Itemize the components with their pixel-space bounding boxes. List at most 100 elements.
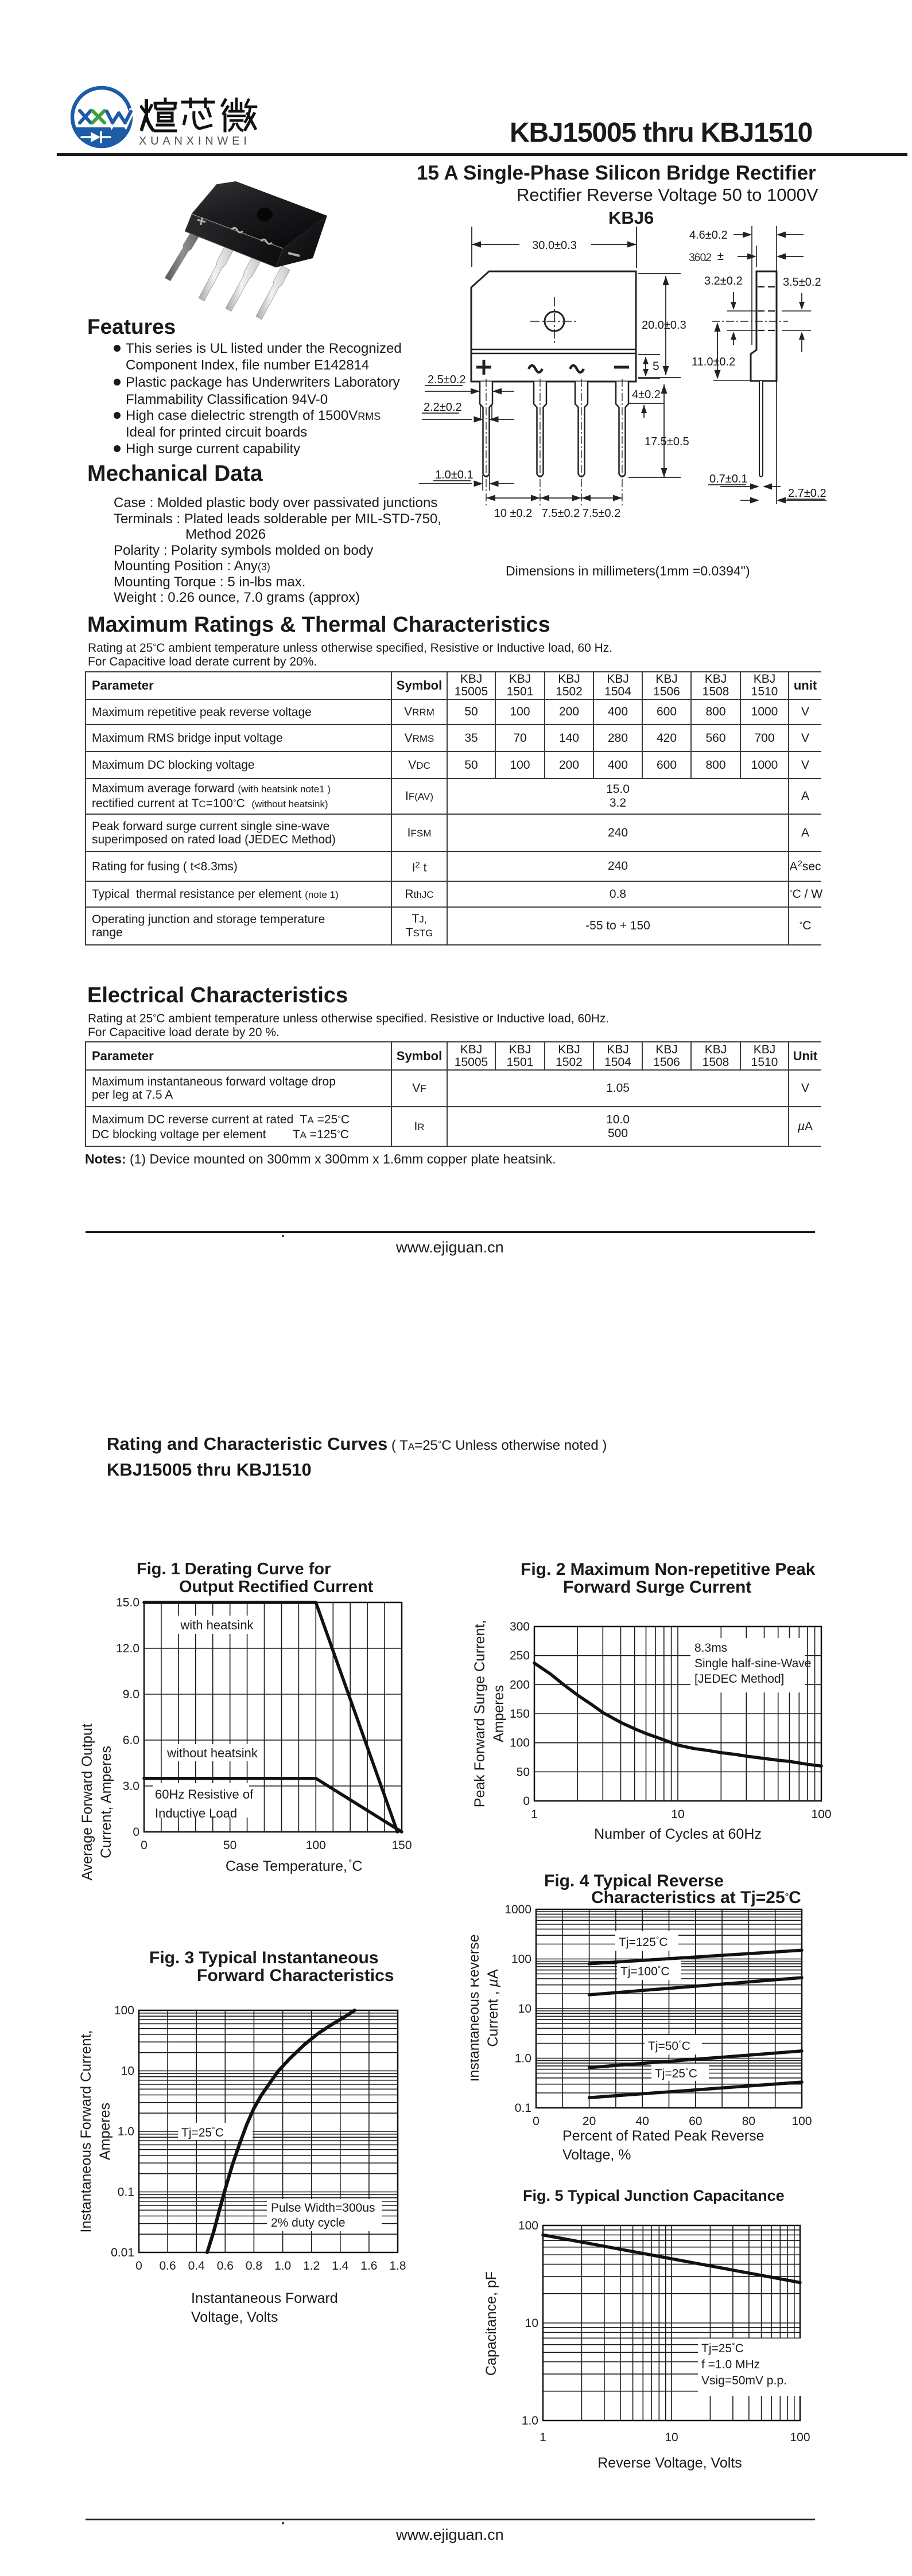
svg-text:0.6: 0.6 xyxy=(160,2259,176,2273)
svg-text:10: 10 xyxy=(671,1808,684,1821)
svg-text:Instantaneous Reverse: Instantaneous Reverse xyxy=(471,1934,482,2081)
svg-text:100: 100 xyxy=(306,1839,326,1852)
svg-text:100: 100 xyxy=(114,2004,134,2017)
svg-text:Voltage, Volts: Voltage, Volts xyxy=(191,2309,278,2325)
svg-text:0.4: 0.4 xyxy=(188,2259,205,2273)
svg-text:Number of Cycles at 60Hz: Number of Cycles at 60Hz xyxy=(594,1826,762,1842)
svg-text:Percent of Rated Peak Reverse: Percent of Rated Peak Reverse xyxy=(562,2128,764,2144)
svg-text:200: 200 xyxy=(510,1678,530,1691)
svg-text:1.4: 1.4 xyxy=(332,2259,349,2273)
svg-text:Instantaneous Forward Current,: Instantaneous Forward Current, xyxy=(80,2030,94,2233)
svg-text:Amperes: Amperes xyxy=(97,2103,113,2160)
svg-text:Current , µA: Current , µA xyxy=(485,1969,501,2047)
svg-text:1.8: 1.8 xyxy=(389,2259,406,2273)
svg-text:2% duty cycle: 2% duty cycle xyxy=(271,2216,346,2229)
svg-text:1.2: 1.2 xyxy=(303,2259,320,2273)
svg-text:Tj=125°C: Tj=125°C xyxy=(619,1935,668,1949)
svg-text:1: 1 xyxy=(531,1808,538,1821)
svg-text:Amperes: Amperes xyxy=(491,1685,507,1742)
svg-text:1.0±0.1: 1.0±0.1 xyxy=(435,469,474,481)
svg-text:20.0±0.3: 20.0±0.3 xyxy=(642,319,686,332)
svg-text:Inductive Load: Inductive Load xyxy=(155,1806,237,1820)
svg-text:0.8: 0.8 xyxy=(246,2259,262,2273)
svg-text:Tj=25°C: Tj=25°C xyxy=(181,2125,224,2139)
svg-text:0: 0 xyxy=(133,1826,139,1839)
svg-text:Capacitance, pF: Capacitance, pF xyxy=(483,2271,499,2376)
svg-text:1.0: 1.0 xyxy=(522,2414,538,2427)
svg-text:7.5±0.2: 7.5±0.2 xyxy=(583,507,621,520)
svg-text:10: 10 xyxy=(518,2002,531,2015)
svg-text:10: 10 xyxy=(121,2065,134,2078)
svg-text:Case Temperature,: Case Temperature, xyxy=(226,1858,347,1874)
svg-text:Voltage, %: Voltage, % xyxy=(562,2147,631,2163)
svg-text:20: 20 xyxy=(583,2115,596,2128)
svg-text:3.0: 3.0 xyxy=(123,1780,139,1793)
svg-text:0.1: 0.1 xyxy=(118,2186,134,2199)
svg-text:80: 80 xyxy=(742,2115,755,2128)
svg-text:Peak Forward Surge Current,: Peak Forward Surge Current, xyxy=(472,1620,488,1808)
svg-text:0.6: 0.6 xyxy=(217,2259,234,2273)
svg-text:250: 250 xyxy=(510,1649,530,1663)
svg-text:12.0: 12.0 xyxy=(116,1642,139,1655)
svg-text:60: 60 xyxy=(689,2115,702,2128)
svg-text:5: 5 xyxy=(653,360,659,373)
svg-text:Tj=100°C: Tj=100°C xyxy=(620,1964,670,1978)
svg-text:Average Forward Output: Average Forward Output xyxy=(80,1723,95,1880)
svg-text:Reverse Voltage, Volts: Reverse Voltage, Volts xyxy=(597,2455,742,2471)
svg-text:Tj=25°C: Tj=25°C xyxy=(701,2341,744,2355)
svg-text:100: 100 xyxy=(791,2115,812,2128)
svg-text:50: 50 xyxy=(517,1765,530,1779)
svg-text:150: 150 xyxy=(391,1839,412,1852)
svg-text:100: 100 xyxy=(811,1808,831,1821)
svg-text:Pulse Width=300us: Pulse Width=300us xyxy=(271,2201,375,2215)
svg-text:°C: °C xyxy=(348,1858,362,1874)
svg-text:100: 100 xyxy=(511,1953,531,1966)
svg-text:1: 1 xyxy=(540,2431,546,2444)
svg-text:Instantaneous Forward: Instantaneous Forward xyxy=(191,2290,338,2306)
svg-text:1000: 1000 xyxy=(504,1903,531,1916)
svg-text:4.6±0.2: 4.6±0.2 xyxy=(689,229,728,242)
svg-text:±: ± xyxy=(717,250,724,263)
svg-text:9.0: 9.0 xyxy=(123,1688,139,1701)
svg-text:0: 0 xyxy=(523,1795,530,1808)
svg-text:2.2±0.2: 2.2±0.2 xyxy=(424,401,462,414)
svg-text:15.0: 15.0 xyxy=(116,1596,139,1609)
svg-text:Vsig=50mV p.p.: Vsig=50mV p.p. xyxy=(701,2374,787,2387)
svg-text:10 ±0.2: 10 ±0.2 xyxy=(494,507,533,520)
svg-text:0: 0 xyxy=(533,2115,540,2128)
svg-text:Tj=50°C: Tj=50°C xyxy=(648,2038,690,2053)
svg-text:[JEDEC Method]: [JEDEC Method] xyxy=(694,1672,784,1686)
svg-text:6.0: 6.0 xyxy=(123,1734,139,1747)
svg-text:1.0: 1.0 xyxy=(118,2125,134,2138)
svg-text:10: 10 xyxy=(525,2317,538,2330)
svg-text:3.6 0.2: 3.6 0.2 xyxy=(689,252,712,264)
svg-text:10: 10 xyxy=(665,2431,678,2444)
svg-text:0: 0 xyxy=(141,1839,148,1852)
svg-text:1.6: 1.6 xyxy=(360,2259,377,2273)
svg-text:1.0: 1.0 xyxy=(515,2052,531,2065)
svg-text:100: 100 xyxy=(518,2219,538,2232)
svg-text:150: 150 xyxy=(510,1707,530,1721)
svg-text:0.01: 0.01 xyxy=(111,2246,134,2259)
svg-text:4±0.2: 4±0.2 xyxy=(632,388,661,401)
svg-text:11.0±0.2: 11.0±0.2 xyxy=(692,356,735,368)
svg-text:Tj=25°C: Tj=25°C xyxy=(655,2066,697,2080)
svg-text:0: 0 xyxy=(135,2259,142,2273)
svg-text:17.5±0.5: 17.5±0.5 xyxy=(645,435,689,448)
svg-text:300: 300 xyxy=(510,1620,530,1633)
svg-text:40: 40 xyxy=(636,2115,649,2128)
svg-text:0.1: 0.1 xyxy=(515,2102,531,2115)
svg-text:2.7±0.2: 2.7±0.2 xyxy=(788,487,826,500)
svg-text:60Hz Resistive of: 60Hz Resistive of xyxy=(155,1787,254,1801)
svg-text:8.3ms: 8.3ms xyxy=(694,1641,727,1655)
svg-text:without heatsink: without heatsink xyxy=(166,1746,258,1760)
svg-text:50: 50 xyxy=(223,1839,236,1852)
svg-text:30.0±0.3: 30.0±0.3 xyxy=(532,239,577,252)
svg-text:3.2±0.2: 3.2±0.2 xyxy=(704,275,743,287)
svg-text:with heatsink: with heatsink xyxy=(180,1618,254,1632)
svg-text:3.5±0.2: 3.5±0.2 xyxy=(783,276,821,289)
svg-text:2.5±0.2: 2.5±0.2 xyxy=(428,373,466,386)
svg-text:100: 100 xyxy=(790,2431,810,2444)
svg-text:7.5±0.2: 7.5±0.2 xyxy=(542,507,580,520)
svg-text:Current, Amperes: Current, Amperes xyxy=(98,1746,114,1858)
